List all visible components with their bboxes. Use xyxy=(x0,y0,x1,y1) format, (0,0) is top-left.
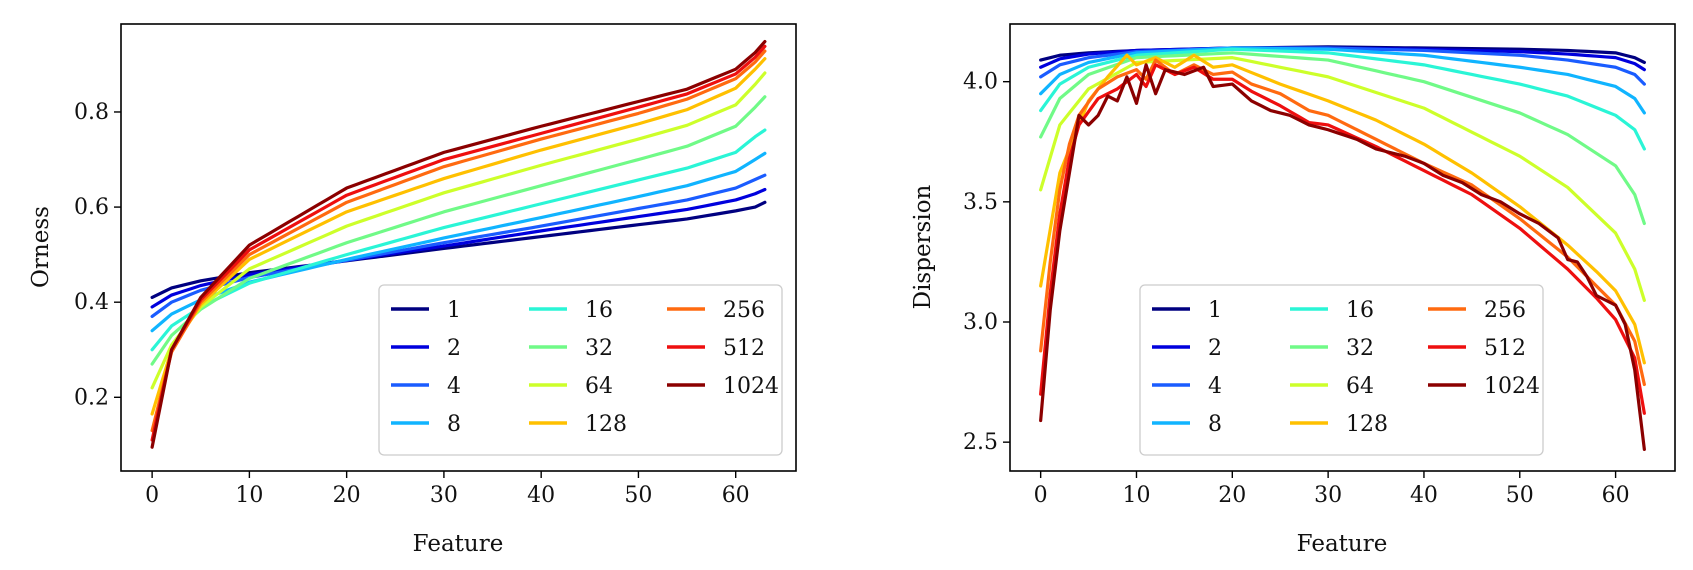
dispersion-x-tick-label: 10 xyxy=(1122,483,1150,508)
orness-x-axis-title: Feature xyxy=(413,531,504,557)
dispersion-axes-frame xyxy=(1009,23,1676,472)
orness-x-tick-label: 30 xyxy=(430,483,458,508)
dispersion-y-tick-label: 2.5 xyxy=(963,430,998,455)
orness-x-tick-label: 20 xyxy=(333,483,361,508)
dispersion-x-tick-label: 20 xyxy=(1218,483,1246,508)
orness-series-line-512 xyxy=(150,44,767,442)
orness-series-line-1024 xyxy=(150,39,767,449)
dispersion-x-tick-label: 60 xyxy=(1602,483,1630,508)
orness-chart: 0 10 20 30 40 50 60 0.2 0.4 0.6 0.8 Feature Orness… xyxy=(28,23,797,557)
orness-series-line-64 xyxy=(150,71,767,390)
orness-y-axis-title: Orness xyxy=(28,206,54,288)
dispersion-series-line-1024 xyxy=(1039,63,1646,451)
orness-series-group xyxy=(150,39,767,449)
orness-y-tick-label: 0.2 xyxy=(74,385,109,410)
dispersion-legend-label-128: 128 xyxy=(1346,412,1388,437)
orness-series-line-256 xyxy=(150,49,767,433)
dispersion-legend-label-64: 64 xyxy=(1346,374,1374,399)
orness-legend-label-1024: 1024 xyxy=(723,374,779,399)
orness-ticks: 0 10 20 30 40 50 60 0.2 0.4 0.6 0.8 xyxy=(74,100,750,508)
orness-x-tick-label: 0 xyxy=(145,483,159,508)
dispersion-x-axis-title: Feature xyxy=(1297,531,1388,557)
dispersion-series-line-8 xyxy=(1039,46,1646,115)
orness-legend-label-1: 1 xyxy=(447,298,461,323)
orness-series-line-2 xyxy=(150,187,767,309)
orness-y-tick-label: 0.4 xyxy=(74,290,109,315)
orness-axes-frame xyxy=(120,23,797,472)
orness-series-line-16 xyxy=(150,128,767,352)
dispersion-x-tick-label: 0 xyxy=(1034,483,1048,508)
dispersion-legend-label-4: 4 xyxy=(1208,374,1222,399)
dispersion-legend-label-8: 8 xyxy=(1208,412,1222,437)
orness-legend-label-2: 2 xyxy=(447,336,461,361)
orness-series-line-128 xyxy=(150,57,767,416)
dispersion-legend-label-2: 2 xyxy=(1208,336,1222,361)
dispersion-legend-label-1: 1 xyxy=(1208,298,1222,323)
orness-y-tick-label: 0.6 xyxy=(74,195,109,220)
orness-legend-label-8: 8 xyxy=(447,412,461,437)
dispersion-legend-label-32: 32 xyxy=(1346,336,1374,361)
dispersion-series-group xyxy=(1039,45,1646,451)
orness-legend-label-512: 512 xyxy=(723,336,765,361)
dispersion-ticks: 0 10 20 30 40 50 60 2.5 3.0 3.5 4.0 xyxy=(963,70,1630,508)
orness-legend-frame xyxy=(378,284,783,456)
dispersion-legend: 1 2 4 8 16 32 64 128 256 512 1024 xyxy=(1139,284,1544,456)
dispersion-x-tick-label: 40 xyxy=(1410,483,1438,508)
dispersion-y-axis-title: Dispersion xyxy=(910,184,936,309)
dispersion-legend-label-16: 16 xyxy=(1346,298,1374,323)
orness-x-tick-label: 10 xyxy=(235,483,263,508)
orness-legend-label-128: 128 xyxy=(585,412,627,437)
orness-legend-label-4: 4 xyxy=(447,374,461,399)
orness-legend-label-256: 256 xyxy=(723,298,765,323)
orness-legend-label-16: 16 xyxy=(585,298,613,323)
dispersion-legend-frame xyxy=(1139,284,1544,456)
orness-x-tick-label: 60 xyxy=(722,483,750,508)
dispersion-y-tick-label: 3.5 xyxy=(963,190,998,215)
dispersion-legend-label-512: 512 xyxy=(1484,336,1526,361)
dispersion-chart: 0 10 20 30 40 50 60 2.5 3.0 3.5 4.0 Feature Disper… xyxy=(910,23,1676,557)
orness-legend-label-64: 64 xyxy=(585,374,613,399)
dispersion-series-line-32 xyxy=(1039,51,1646,226)
orness-y-tick-label: 0.8 xyxy=(74,100,109,125)
dispersion-series-line-16 xyxy=(1039,47,1646,151)
dispersion-x-tick-label: 30 xyxy=(1314,483,1342,508)
dispersion-legend-label-256: 256 xyxy=(1484,298,1526,323)
dispersion-y-tick-label: 3.0 xyxy=(963,310,998,335)
dispersion-legend-label-1024: 1024 xyxy=(1484,374,1540,399)
orness-legend-label-32: 32 xyxy=(585,336,613,361)
orness-x-tick-label: 50 xyxy=(624,483,652,508)
orness-legend: 1 2 4 8 16 32 64 128 256 512 1024 xyxy=(378,284,783,456)
dispersion-y-tick-label: 4.0 xyxy=(963,70,998,95)
dispersion-x-tick-label: 50 xyxy=(1506,483,1534,508)
orness-series-line-1 xyxy=(150,200,767,300)
orness-x-tick-label: 40 xyxy=(527,483,555,508)
orness-series-line-32 xyxy=(150,95,767,366)
dispersion-series-line-256 xyxy=(1039,58,1646,387)
